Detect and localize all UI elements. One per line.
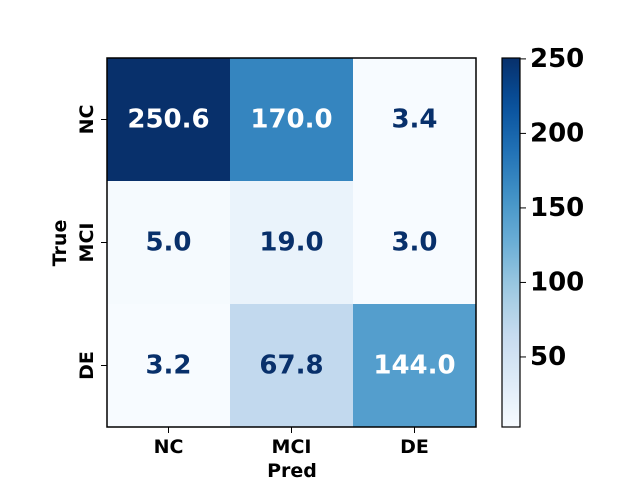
cell-value-label: 67.8 (259, 351, 323, 381)
colorbar-tick-label: 250 (530, 44, 584, 74)
heatmap-cell (230, 181, 354, 305)
x-tick-label: DE (400, 436, 429, 458)
cell-value-label: 3.4 (391, 105, 437, 135)
colorbar (501, 57, 521, 428)
heatmap-cell (353, 304, 477, 428)
colorbar-ticks: 50 100 150 200 250 (520, 44, 584, 372)
x-tick-label: NC (154, 436, 184, 458)
colorbar-tick-label: 150 (530, 193, 584, 223)
heatmap-cell (230, 58, 354, 182)
cell-value-label: 144.0 (373, 351, 455, 381)
cell-value-label: 3.0 (391, 228, 437, 258)
colorbar-tick-label: 50 (530, 342, 566, 372)
y-axis-label: True (49, 220, 71, 267)
colorbar-tick-label: 100 (530, 267, 584, 297)
x-tick-label: MCI (272, 436, 312, 458)
y-tick-label: DE (76, 351, 98, 380)
heatmap-cells: 250.6 170.0 3.4 5.0 19.0 3.0 3.2 67.8 144.0 (107, 58, 477, 428)
heatmap-cell (107, 304, 231, 428)
heatmap-cell (107, 181, 231, 305)
y-tick-label: NC (76, 105, 98, 135)
colorbar-tick-label: 200 (530, 118, 584, 148)
heatmap-cell (353, 58, 477, 182)
cell-value-label: 19.0 (259, 228, 323, 258)
x-axis-ticks: NC MCI DE (154, 427, 429, 458)
heatmap-cell (107, 58, 231, 182)
heatmap-cell (230, 304, 354, 428)
y-tick-label: MCI (76, 223, 98, 263)
cell-value-label: 250.6 (127, 105, 209, 135)
cell-value-label: 5.0 (145, 228, 191, 258)
x-axis-label: Pred (267, 460, 317, 480)
y-axis-ticks: NC MCI DE (76, 105, 107, 380)
cell-value-label: 170.0 (250, 105, 332, 135)
cell-value-label: 3.2 (145, 351, 191, 381)
heatmap-cell (353, 181, 477, 305)
